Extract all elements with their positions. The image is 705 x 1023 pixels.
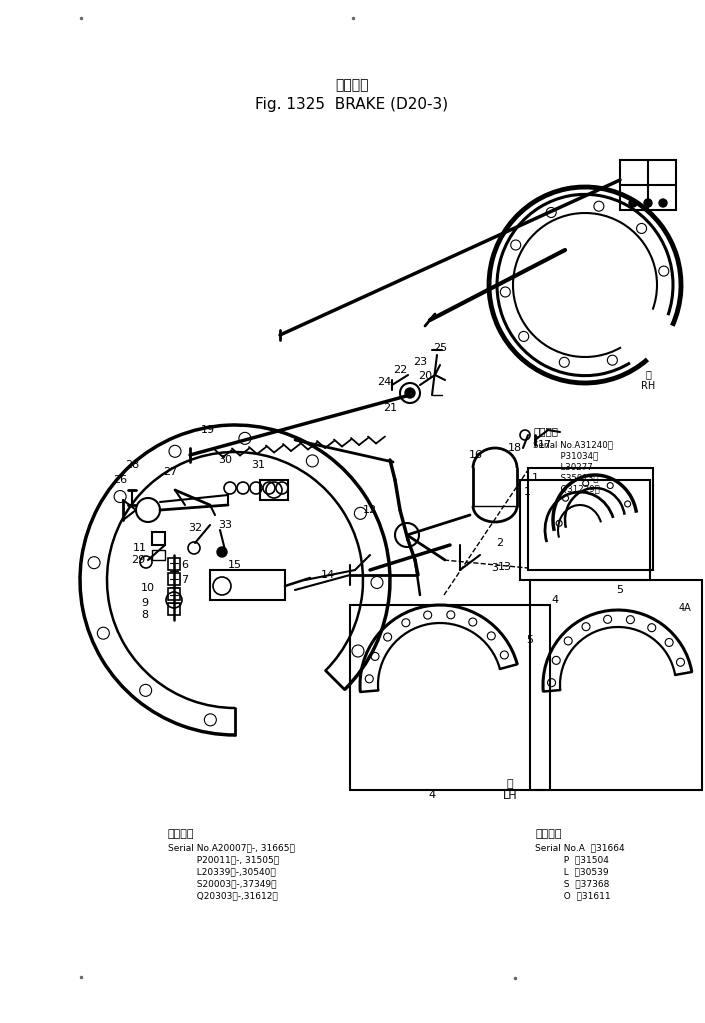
Text: S  ～37368: S ～37368 bbox=[535, 880, 609, 889]
Text: Serial No.A31240－: Serial No.A31240－ bbox=[533, 441, 613, 449]
Text: 4A: 4A bbox=[679, 603, 692, 613]
Bar bbox=[152, 550, 165, 560]
Bar bbox=[520, 480, 650, 580]
Text: 21: 21 bbox=[383, 403, 397, 413]
Text: 14: 14 bbox=[321, 570, 335, 580]
Text: O  ～31611: O ～31611 bbox=[535, 891, 611, 900]
Text: 20: 20 bbox=[418, 371, 432, 381]
Bar bbox=[152, 532, 165, 545]
Circle shape bbox=[629, 199, 637, 207]
Bar bbox=[168, 573, 180, 585]
Text: 13: 13 bbox=[498, 562, 512, 572]
Text: 26: 26 bbox=[113, 475, 127, 485]
Text: 24: 24 bbox=[377, 377, 391, 387]
Circle shape bbox=[217, 547, 227, 557]
Text: 適用号機: 適用号機 bbox=[168, 829, 195, 839]
Text: 4: 4 bbox=[429, 790, 436, 800]
Text: P31034－: P31034－ bbox=[533, 451, 599, 460]
Text: Q31229－: Q31229－ bbox=[533, 485, 600, 493]
Circle shape bbox=[405, 388, 415, 398]
Text: 6: 6 bbox=[181, 560, 188, 570]
Text: 17: 17 bbox=[538, 440, 552, 450]
Text: 15: 15 bbox=[228, 560, 242, 570]
Bar bbox=[620, 160, 676, 210]
Text: Serial No.A20007～-, 31665－: Serial No.A20007～-, 31665－ bbox=[168, 844, 295, 852]
Text: 30: 30 bbox=[218, 455, 232, 465]
Text: 適用号機: 適用号機 bbox=[535, 829, 561, 839]
Text: 31: 31 bbox=[251, 460, 265, 470]
Text: 1: 1 bbox=[524, 487, 530, 497]
Text: 8: 8 bbox=[142, 610, 149, 620]
Bar bbox=[168, 603, 180, 615]
Text: 適用号機: 適用号機 bbox=[533, 426, 558, 436]
Bar bbox=[350, 605, 550, 790]
Text: ブレーキ: ブレーキ bbox=[336, 78, 369, 92]
Text: 18: 18 bbox=[508, 443, 522, 453]
Text: 2: 2 bbox=[496, 538, 503, 548]
Text: Fig. 1325  BRAKE (D20-3): Fig. 1325 BRAKE (D20-3) bbox=[255, 97, 448, 112]
Text: P  ～31504: P ～31504 bbox=[535, 855, 609, 864]
Bar bbox=[168, 588, 180, 601]
Text: 11: 11 bbox=[133, 543, 147, 553]
Text: 33: 33 bbox=[218, 520, 232, 530]
Text: 32: 32 bbox=[188, 523, 202, 533]
Text: S35913－: S35913－ bbox=[533, 474, 599, 483]
Bar bbox=[528, 468, 653, 570]
Text: 1: 1 bbox=[532, 473, 539, 483]
Text: 19: 19 bbox=[201, 425, 215, 435]
Bar bbox=[168, 558, 180, 570]
Text: 7: 7 bbox=[181, 575, 188, 585]
Text: 25: 25 bbox=[433, 343, 447, 353]
Bar bbox=[210, 570, 285, 601]
Text: 9: 9 bbox=[142, 598, 149, 608]
Text: L20339～-,30540－: L20339～-,30540－ bbox=[168, 868, 276, 877]
Text: S20003－-,37349～: S20003－-,37349～ bbox=[168, 880, 276, 889]
Text: 16: 16 bbox=[469, 450, 483, 460]
Text: L  ～30539: L ～30539 bbox=[535, 868, 608, 877]
Bar bbox=[530, 580, 702, 790]
Text: Q20303～-,31612～: Q20303～-,31612～ bbox=[168, 891, 278, 900]
Text: Serial No.A  ～31664: Serial No.A ～31664 bbox=[535, 844, 625, 852]
Text: 3: 3 bbox=[491, 563, 498, 573]
Bar bbox=[260, 480, 288, 500]
Text: 5: 5 bbox=[616, 585, 623, 595]
Text: 29: 29 bbox=[131, 555, 145, 565]
Circle shape bbox=[644, 199, 652, 207]
Text: P20011－-, 31505～: P20011－-, 31505～ bbox=[168, 855, 279, 864]
Circle shape bbox=[659, 199, 667, 207]
Text: 5: 5 bbox=[527, 635, 534, 644]
Text: 23: 23 bbox=[413, 357, 427, 367]
Text: 右
RH: 右 RH bbox=[641, 369, 655, 391]
Text: 左
LH: 左 LH bbox=[503, 780, 517, 801]
Text: 12: 12 bbox=[363, 505, 377, 515]
Text: 22: 22 bbox=[393, 365, 407, 375]
Text: 4: 4 bbox=[551, 595, 558, 605]
Text: L30277: L30277 bbox=[533, 462, 593, 472]
Text: 28: 28 bbox=[125, 460, 139, 470]
Text: 27: 27 bbox=[163, 468, 177, 477]
Text: 10: 10 bbox=[141, 583, 155, 593]
